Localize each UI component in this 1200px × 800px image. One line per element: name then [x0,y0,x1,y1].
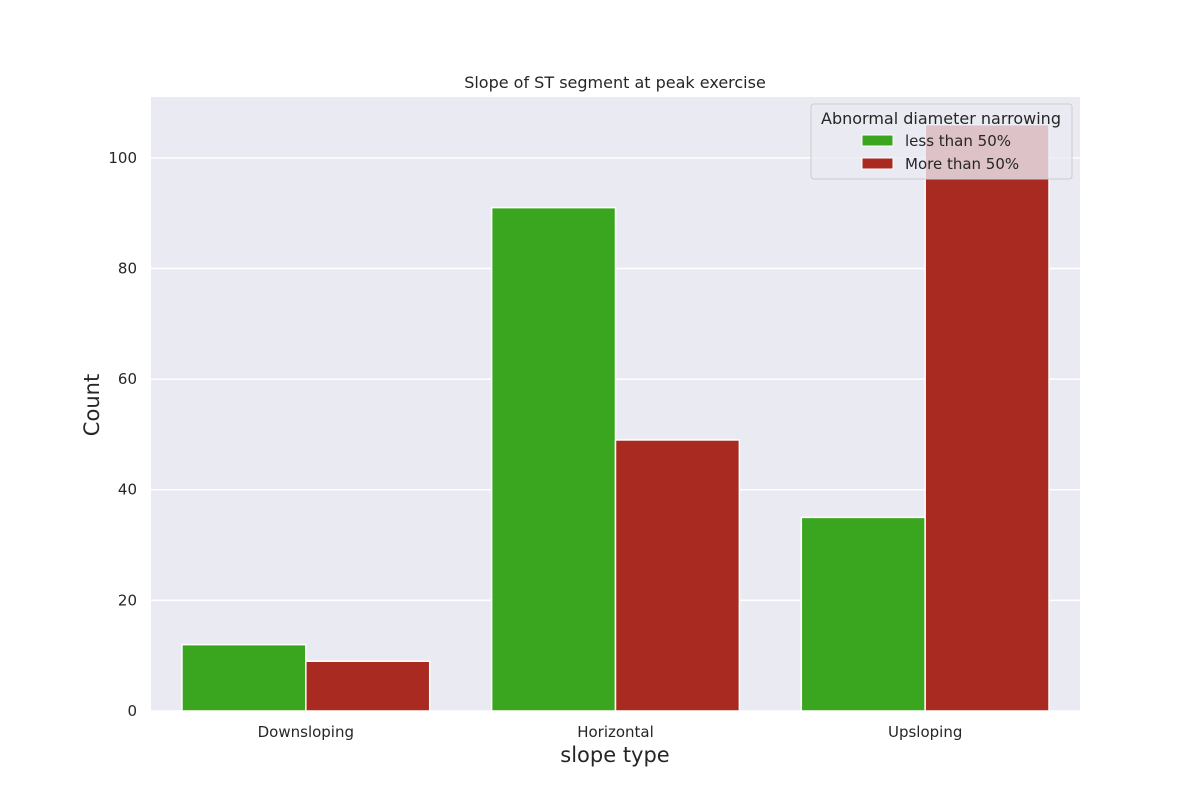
legend-label: less than 50% [905,132,1011,150]
bar-more-than-50--horizontal [614,439,741,712]
x-tick-labels: Downsloping Horizontal Upsloping [258,723,963,741]
legend-label: More than 50% [905,155,1019,173]
y-axis-title: Count [80,374,104,436]
y-tick-label: 20 [118,591,137,609]
bars [181,123,1050,712]
x-tick-label: Upsloping [888,723,962,741]
x-tick-label: Horizontal [577,723,654,741]
bar-more-than-50--downsloping [305,660,431,712]
legend: Abnormal diameter narrowing less than 50… [810,103,1073,180]
bar-less-than-50--horizontal [490,206,617,712]
y-tick-label: 60 [118,370,137,388]
bar-less-than-50--downsloping [181,643,307,712]
bar-more-than-50--upsloping [924,123,1050,712]
bar-less-than-50--upsloping [800,516,926,712]
y-tick-label: 80 [118,259,137,277]
y-tick-label: 100 [108,149,137,167]
y-tick-labels: 0 20 40 60 80 100 [108,149,137,720]
legend-swatch [861,134,894,147]
x-axis-title: slope type [560,743,669,767]
legend-title: Abnormal diameter narrowing [821,109,1061,128]
y-tick-label: 40 [118,481,137,499]
chart-title: Slope of ST segment at peak exercise [464,73,766,92]
legend-swatch [861,157,894,170]
y-tick-label: 0 [127,702,137,720]
x-tick-label: Downsloping [258,723,354,741]
